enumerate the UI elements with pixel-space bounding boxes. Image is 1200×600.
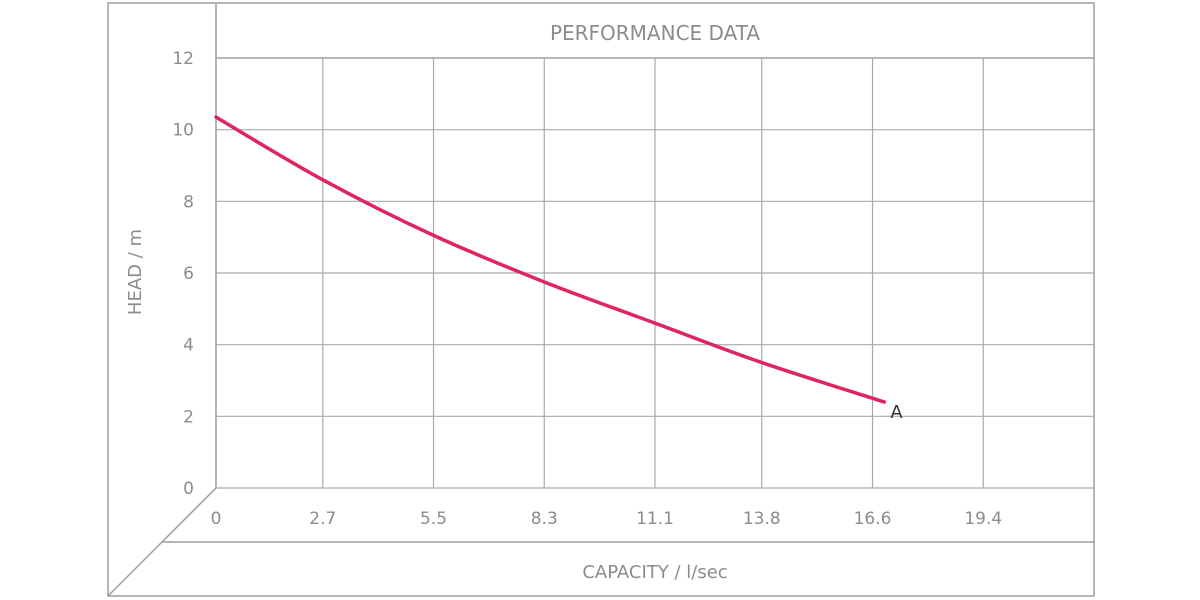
- x-tick-label: 11.1: [636, 509, 674, 529]
- y-tick-labels: 0 2 4 6 8 10 12: [172, 49, 194, 499]
- series-line-a: [214, 115, 887, 404]
- y-tick-label: 6: [183, 264, 194, 284]
- y-tick-label: 4: [183, 336, 194, 356]
- y-tick-label: 8: [183, 192, 194, 212]
- y-axis-title: HEAD / m: [125, 229, 146, 315]
- chart-frame: [107, 2, 1095, 597]
- x-tick-label: 5.5: [420, 509, 447, 529]
- x-tick-label: 2.7: [309, 509, 336, 529]
- x-tick-label: 8.3: [531, 509, 558, 529]
- y-tick-label: 2: [183, 407, 194, 427]
- x-axis-title: CAPACITY / l/sec: [582, 562, 727, 583]
- series: A: [214, 115, 903, 423]
- gridlines: [216, 57, 1095, 489]
- series-label-a: A: [890, 402, 903, 423]
- x-tick-label: 13.8: [743, 509, 781, 529]
- y-tick-label: 0: [183, 479, 194, 499]
- y-tick-label: 12: [172, 49, 194, 69]
- x-tick-label: 16.6: [854, 509, 892, 529]
- x-tick-label: 0: [211, 509, 222, 529]
- chart-title: PERFORMANCE DATA: [550, 21, 760, 45]
- y-tick-label: 10: [172, 121, 194, 141]
- floor-side-edge-front: [107, 541, 163, 597]
- floor-side-edge-back: [161, 487, 217, 543]
- x-tick-label: 19.4: [964, 509, 1002, 529]
- x-tick-labels: 0 2.7 5.5 8.3 11.1 13.8 16.6 19.4: [211, 509, 1003, 529]
- outer-frame: [107, 2, 1095, 597]
